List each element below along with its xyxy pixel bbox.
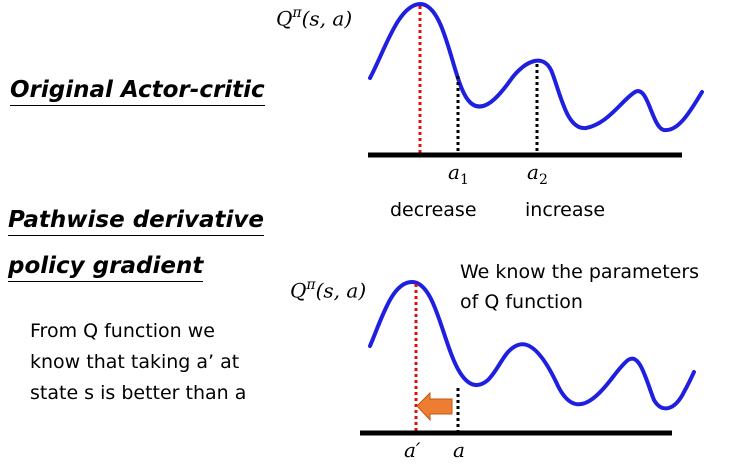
heading-pathwise-line2: policy gradient bbox=[8, 252, 204, 282]
explanation-line2: know that taking a’ at bbox=[30, 351, 240, 373]
a-prime-label: a′ bbox=[404, 438, 421, 462]
top-q-label: Qπ(s, a) bbox=[276, 5, 353, 31]
top-diagram bbox=[368, 1, 704, 158]
a-label: a bbox=[453, 438, 465, 462]
heading-original-actor-critic: Original Actor-critic bbox=[10, 76, 265, 106]
bottom-q-curve bbox=[368, 279, 696, 411]
a2-label: a2 bbox=[527, 160, 548, 188]
bottom-diagram bbox=[360, 279, 696, 436]
top-q-curve bbox=[368, 1, 704, 133]
explanation-line1: From Q function we bbox=[30, 320, 215, 342]
a1-label: a1 bbox=[448, 160, 469, 188]
a2-caption: increase bbox=[525, 199, 606, 221]
note-line1: We know the parameters bbox=[460, 261, 700, 283]
heading-pathwise-line1: Pathwise derivative bbox=[8, 206, 264, 236]
left-arrow-icon bbox=[416, 391, 453, 422]
note-line2: of Q function bbox=[460, 291, 583, 313]
a1-caption: decrease bbox=[390, 199, 477, 221]
explanation-line3: state s is better than a bbox=[30, 382, 247, 404]
bottom-q-label: Qπ(s, a) bbox=[290, 277, 367, 303]
